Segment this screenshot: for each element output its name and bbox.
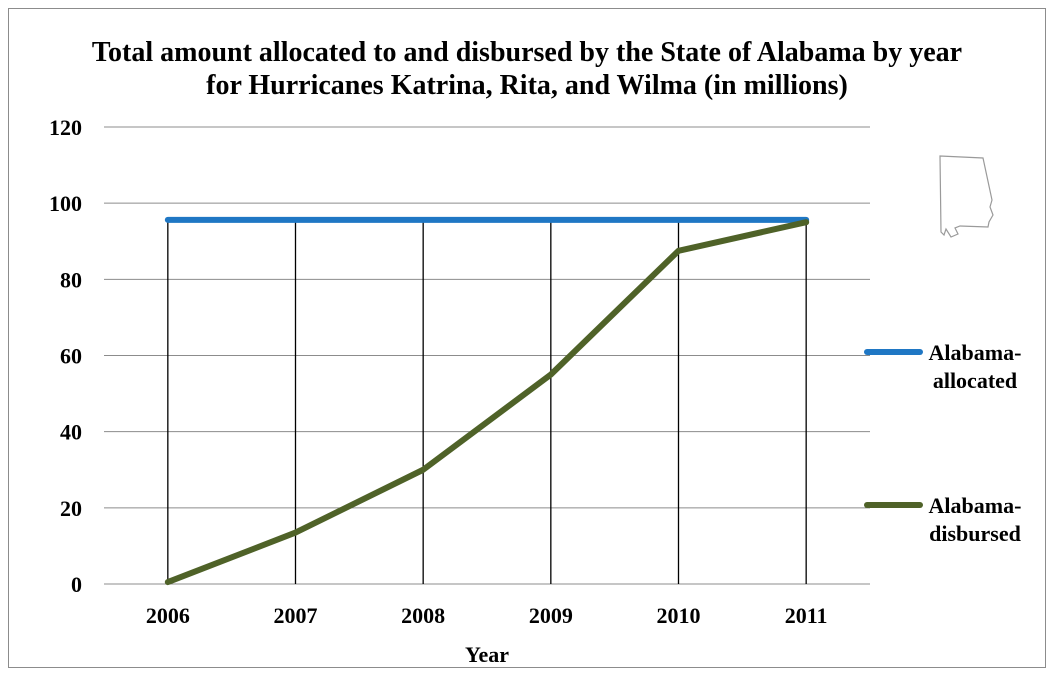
- legend-label-line: Alabama-: [929, 340, 1022, 365]
- y-tick-label: 100: [49, 191, 82, 216]
- x-tick-label: 2011: [785, 603, 828, 628]
- legend-label-1: Alabama-allocated: [929, 340, 1022, 393]
- series-lines: [164, 216, 810, 586]
- x-tick-label: 2009: [529, 603, 573, 628]
- alabama-state-outline-icon: [939, 155, 994, 238]
- horizontal-gridlines: [104, 126, 870, 585]
- y-tick-label: 120: [49, 115, 82, 140]
- vertical-gridlines: [167, 219, 807, 584]
- chart-title-line-2: for Hurricanes Katrina, Rita, and Wilma …: [206, 70, 848, 101]
- y-tick-label: 60: [60, 344, 82, 369]
- x-tick-label: 2006: [146, 603, 190, 628]
- x-axis-tick-labels: 2006 2007 2008 2009 2010 2011: [146, 603, 828, 628]
- y-tick-label: 20: [60, 496, 82, 521]
- x-axis-label: Year: [465, 642, 509, 667]
- x-tick-label: 2010: [657, 603, 701, 628]
- x-tick-label: 2008: [401, 603, 445, 628]
- chart-frame: [8, 8, 1046, 668]
- chart-title: Total amount allocated to and disbursed …: [8, 36, 1046, 102]
- y-tick-label: 80: [60, 267, 82, 292]
- legend-label-line: allocated: [933, 368, 1017, 393]
- legend-label-line: Alabama-: [929, 493, 1022, 518]
- y-axis-tick-labels: 0 20 40 60 80 100 120: [49, 115, 82, 597]
- legend-label-line: disbursed: [929, 521, 1021, 546]
- legend-label-2: Alabama-disbursed: [929, 493, 1022, 546]
- chart-title-line-1: Total amount allocated to and disbursed …: [91, 37, 963, 68]
- y-tick-label: 0: [71, 572, 82, 597]
- y-tick-label: 40: [60, 420, 82, 445]
- series-line-2: [164, 219, 810, 586]
- x-tick-label: 2007: [274, 603, 318, 628]
